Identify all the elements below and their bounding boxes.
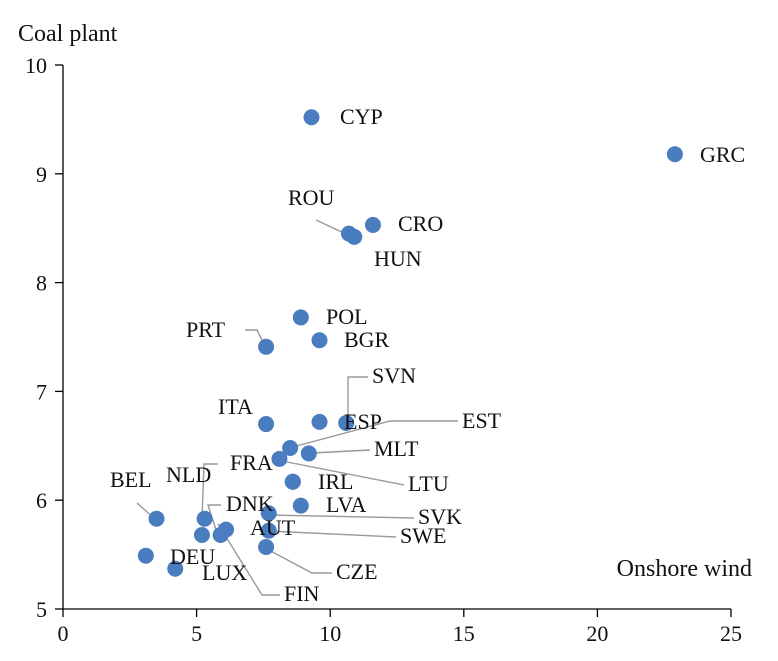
point-label-hun: HUN: [374, 246, 422, 271]
data-point-est: [282, 439, 299, 456]
x-axis-title: Onshore wind: [617, 556, 752, 582]
leader-line-fin: [217, 523, 280, 596]
y-tick-label: 7: [36, 379, 47, 404]
data-point-mlt: [300, 445, 317, 462]
data-point-cze: [258, 538, 275, 555]
point-label-fin: FIN: [284, 581, 320, 606]
data-point-bel: [148, 510, 165, 527]
data-point-fra: [271, 450, 288, 467]
leader-line-swe: [267, 530, 397, 538]
point-label-fra: FRA: [230, 450, 273, 475]
y-tick-label: 5: [36, 597, 47, 622]
point-label-lux: LUX: [202, 560, 247, 585]
data-point-prt: [258, 338, 275, 355]
y-tick-label: 10: [25, 53, 47, 78]
point-label-ltu: LTU: [408, 471, 449, 496]
point-label-bel: BEL: [110, 467, 152, 492]
data-point-hun: [346, 228, 363, 245]
data-point-swe: [260, 522, 277, 539]
leader-line-dnk: [207, 504, 221, 537]
y-tick-label: 6: [36, 488, 47, 513]
leader-lines: [136, 219, 458, 596]
point-label-cyp: CYP: [340, 104, 383, 129]
data-point-fin: [193, 527, 210, 544]
point-label-pol: POL: [326, 304, 368, 329]
leader-line-svk: [267, 514, 415, 519]
point-label-aut: AUT: [250, 515, 296, 540]
point-label-rou: ROU: [288, 185, 335, 210]
x-tick-label: 20: [586, 621, 608, 646]
point-label-lva: LVA: [326, 492, 366, 517]
data-point-cro: [364, 216, 381, 233]
point-label-nld: NLD: [166, 462, 211, 487]
x-tick-label: 25: [720, 621, 742, 646]
point-label-svn: SVN: [372, 363, 416, 388]
point-label-mlt: MLT: [374, 436, 419, 461]
data-point-lva: [292, 497, 309, 514]
point-label-swe: SWE: [400, 523, 446, 548]
data-point-nld: [196, 510, 213, 527]
y-tick-label: 9: [36, 162, 47, 187]
point-label-cro: CRO: [398, 211, 443, 236]
leader-line-ltu: [281, 460, 405, 486]
data-point-grc: [666, 146, 683, 163]
point-label-deu: DEU: [170, 544, 215, 569]
x-tick-label: 10: [319, 621, 341, 646]
point-label-bgr: BGR: [344, 327, 390, 352]
point-label-dnk: DNK: [226, 491, 274, 516]
point-label-grc: GRC: [700, 142, 745, 167]
x-tick-label: 15: [453, 621, 475, 646]
data-point-bgr: [311, 332, 328, 349]
data-point-pol: [292, 309, 309, 326]
data-point-aut: [217, 521, 234, 538]
point-label-prt: PRT: [186, 317, 226, 342]
data-point-cyp: [303, 109, 320, 126]
x-tick-label: 0: [58, 621, 69, 646]
leader-line-svn: [347, 376, 368, 420]
point-label-irl: IRL: [318, 469, 353, 494]
point-label-cze: CZE: [336, 559, 378, 584]
leader-line-est: [288, 420, 458, 449]
data-point-irl: [284, 473, 301, 490]
point-label-ita: ITA: [218, 394, 253, 419]
leader-line-mlt: [311, 449, 371, 454]
data-point-lux: [167, 560, 184, 577]
point-label-svk: SVK: [418, 504, 462, 529]
leader-line-cze: [264, 547, 332, 574]
leader-line-rou: [315, 219, 347, 235]
x-tick-label: 5: [191, 621, 202, 646]
data-point-deu: [137, 547, 154, 564]
y-axis-title: Coal plant: [18, 21, 118, 47]
data-point-ita: [258, 416, 275, 433]
data-point-svn: [338, 414, 355, 431]
leader-line-nld: [201, 463, 218, 519]
point-label-est: EST: [462, 408, 502, 433]
y-tick-label: 8: [36, 271, 47, 296]
data-point-svk: [260, 505, 277, 522]
point-label-esp: ESP: [344, 409, 382, 434]
data-points: [137, 109, 683, 577]
data-point-esp: [311, 413, 328, 430]
